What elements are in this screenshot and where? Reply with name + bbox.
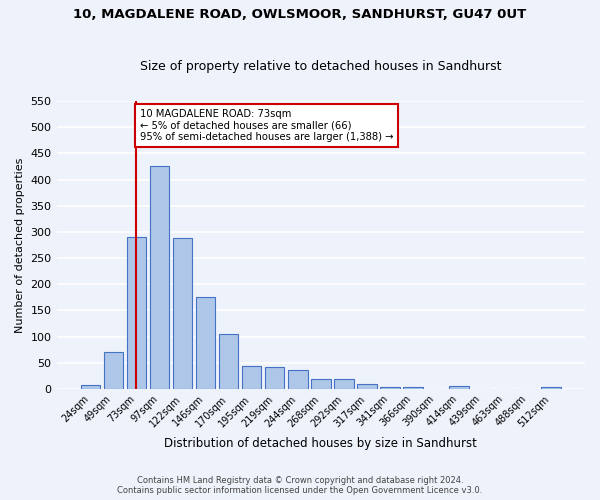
Bar: [104, 352, 123, 389]
Bar: [380, 387, 400, 389]
Bar: [357, 384, 377, 389]
Text: 10 MAGDALENE ROAD: 73sqm
← 5% of detached houses are smaller (66)
95% of semi-de: 10 MAGDALENE ROAD: 73sqm ← 5% of detache…: [140, 109, 394, 142]
X-axis label: Distribution of detached houses by size in Sandhurst: Distribution of detached houses by size …: [164, 437, 477, 450]
Bar: [265, 367, 284, 389]
Bar: [173, 238, 193, 389]
Bar: [242, 366, 262, 389]
Text: 10, MAGDALENE ROAD, OWLSMOOR, SANDHURST, GU47 0UT: 10, MAGDALENE ROAD, OWLSMOOR, SANDHURST,…: [73, 8, 527, 20]
Bar: [149, 166, 169, 389]
Bar: [80, 384, 100, 389]
Bar: [196, 298, 215, 389]
Bar: [541, 387, 561, 389]
Bar: [449, 386, 469, 389]
Title: Size of property relative to detached houses in Sandhurst: Size of property relative to detached ho…: [140, 60, 502, 74]
Bar: [288, 370, 308, 389]
Bar: [127, 237, 146, 389]
Text: Contains HM Land Registry data © Crown copyright and database right 2024.
Contai: Contains HM Land Registry data © Crown c…: [118, 476, 482, 495]
Bar: [219, 334, 238, 389]
Y-axis label: Number of detached properties: Number of detached properties: [15, 158, 25, 332]
Bar: [334, 380, 353, 389]
Bar: [311, 380, 331, 389]
Bar: [403, 387, 423, 389]
